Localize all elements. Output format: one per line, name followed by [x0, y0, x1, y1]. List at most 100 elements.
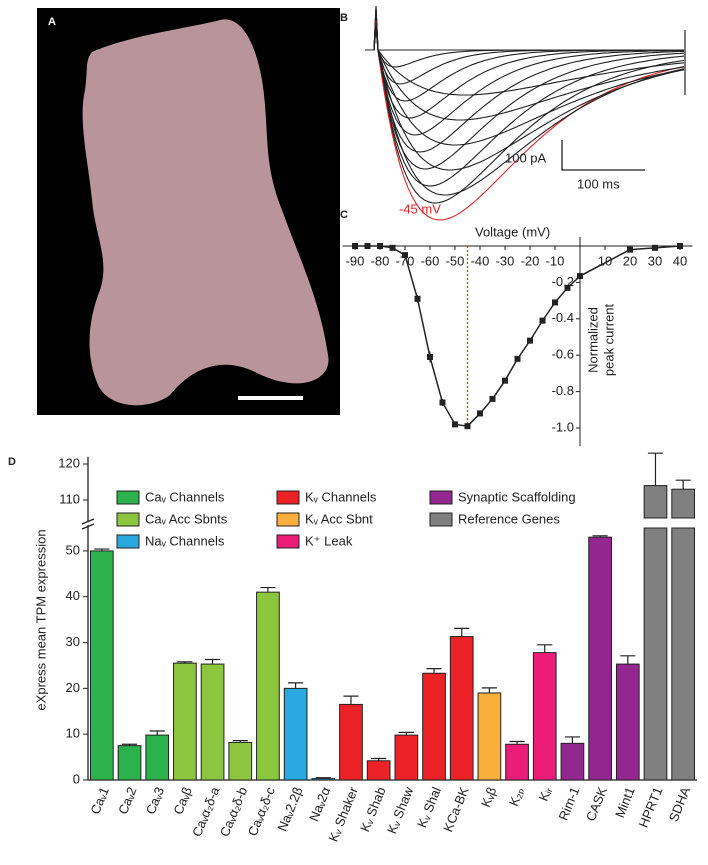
error-bar	[121, 743, 138, 746]
legend-swatch	[116, 534, 140, 549]
error-bar	[675, 479, 691, 490]
point	[527, 337, 533, 344]
bar	[256, 591, 280, 781]
error-bar	[177, 661, 193, 664]
x-tick-label: 20	[623, 253, 637, 268]
x-tick-label: Kᵥβ	[478, 785, 500, 809]
x-tick-label: Naᵥ2α	[306, 784, 333, 823]
current-trace	[365, 14, 685, 153]
x-tick-label: -80	[371, 253, 390, 268]
error-bar	[205, 658, 221, 665]
x-tick-label: Mint1	[612, 785, 638, 820]
current-trace	[365, 19, 685, 204]
bar	[89, 550, 114, 781]
current-trace	[365, 13, 684, 136]
y-axis-label: Normalized	[585, 307, 600, 373]
bar	[173, 662, 197, 781]
error-bar	[288, 682, 304, 689]
current-trace	[365, 8, 684, 85]
point	[502, 377, 508, 384]
x-tick-label: -40	[471, 253, 490, 268]
y-axis-label: peak current	[601, 303, 616, 376]
y-tick-label: 30	[66, 634, 80, 649]
bar	[283, 687, 308, 781]
point	[627, 246, 633, 253]
bar	[339, 703, 363, 781]
current-trace	[365, 10, 684, 102]
error-bar	[94, 548, 110, 551]
legend-label: Kᵥ Channels	[305, 489, 377, 504]
y-tick-label: 0	[73, 771, 80, 786]
point	[352, 243, 358, 249]
x-tick-label: Caᵥβ	[170, 785, 195, 817]
bar	[449, 636, 474, 781]
bar	[643, 485, 668, 519]
current-trace	[365, 11, 684, 119]
bar	[311, 778, 336, 781]
legend-label: Naᵥ Channels	[145, 533, 225, 548]
bar	[477, 692, 502, 781]
legend-swatch	[429, 490, 453, 505]
panel-label: B	[340, 12, 348, 24]
x-tick-label: Caᵥα₂δ-c	[245, 784, 278, 838]
point	[577, 273, 583, 280]
bar	[394, 734, 419, 781]
x-tick-label: 40	[673, 253, 687, 268]
iv-line	[355, 245, 681, 427]
x-tick-label: KCa-BK	[440, 784, 472, 833]
current-trace	[365, 16, 685, 170]
x-tick-label: CASK	[583, 784, 610, 823]
y-tick-label: 20	[66, 680, 80, 695]
legend-swatch	[276, 490, 300, 505]
current-trace	[365, 7, 684, 68]
point	[389, 244, 396, 251]
point	[677, 243, 683, 249]
error-bar	[620, 655, 636, 665]
point	[414, 295, 421, 302]
legend-swatch	[276, 534, 300, 549]
current-trace	[365, 28, 685, 96]
bar	[671, 488, 696, 519]
x-tick-label: Rim-1	[556, 785, 583, 823]
legend-label: Kᵥ Acc Sbnt	[305, 511, 373, 526]
point	[377, 243, 383, 249]
error-bar	[426, 668, 442, 674]
x-tick-label: -20	[521, 253, 540, 268]
legend-label: K⁺ Leak	[305, 533, 353, 548]
y-tick-label: -1.0	[552, 419, 574, 434]
current-trace	[365, 5, 684, 51]
x-tick-label: Caᵥ3	[143, 785, 167, 817]
point	[427, 354, 433, 361]
y-tick-label: 110	[59, 491, 80, 506]
legend-swatch	[116, 512, 140, 527]
x-tick-label: -30	[496, 253, 515, 268]
error-bar	[454, 627, 470, 637]
legend-label: Caᵥ Channels	[145, 489, 225, 504]
y-tick-label: -0.2	[552, 274, 574, 289]
point	[564, 284, 571, 291]
current-trace	[365, 22, 685, 196]
scale-label: 100 ms	[577, 176, 620, 191]
bar	[671, 527, 696, 781]
current-trace	[365, 23, 685, 171]
y-tick-label: 40	[66, 588, 80, 603]
current-trace	[365, 25, 685, 146]
axis-break	[81, 518, 95, 530]
bar	[643, 527, 668, 781]
point	[652, 244, 658, 251]
point	[552, 299, 558, 306]
error-bar	[149, 730, 165, 736]
error-bar	[371, 757, 387, 761]
y-tick-label: 120	[58, 455, 80, 470]
bar	[532, 652, 557, 781]
legend-label: Synaptic Scaffolding	[458, 489, 576, 504]
x-tick-label: HPRT1	[636, 785, 666, 830]
x-tick-label: 30	[648, 253, 662, 268]
error-bar	[481, 687, 497, 693]
x-tick-label: Caᵥ1	[87, 785, 111, 817]
x-tick-label: -90	[346, 253, 365, 268]
x-tick-label: Naᵥ2.2β	[274, 785, 305, 834]
point	[464, 423, 471, 430]
error-bar	[647, 452, 664, 486]
